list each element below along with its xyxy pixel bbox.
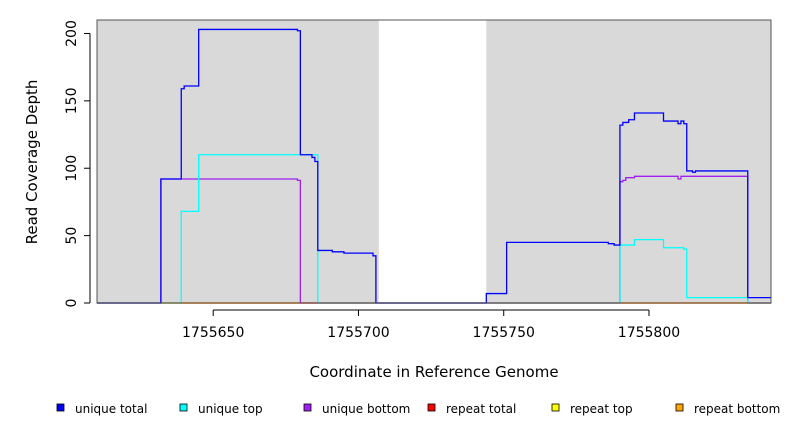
x-tick-label: 1755700 (327, 325, 389, 341)
series-line-unique-total (97, 28, 771, 304)
legend-swatch-unique-bottom (303, 403, 312, 412)
legend-swatch-repeat-total (427, 403, 436, 412)
legend-label-repeat-total: repeat total (446, 402, 516, 416)
legend-label-unique-top: unique top (198, 402, 263, 416)
plot-background (97, 20, 771, 303)
legend-label-repeat-top: repeat top (570, 402, 633, 416)
series-line-unique-top (97, 154, 771, 304)
y-tick-label: 150 (64, 87, 80, 114)
y-tick-label: 0 (64, 299, 80, 308)
plot-frame (96, 19, 772, 304)
series-line-unique-bottom (97, 175, 771, 304)
x-tick-label: 1755650 (182, 325, 244, 341)
x-tick-label: 1755750 (473, 325, 535, 341)
legend: unique total unique top unique bottom repea… (56, 402, 780, 416)
x-tick-label: 1755800 (618, 325, 680, 341)
legend-swatch-unique-top (179, 403, 188, 412)
y-axis: 0 50 100 150 200 (64, 20, 91, 308)
x-axis: 1755650 1755700 1755750 1755800 (182, 309, 680, 341)
legend-label-unique-total: unique total (75, 402, 147, 416)
legend-swatch-unique-total (56, 403, 65, 412)
x-axis-title: Coordinate in Reference Genome (309, 363, 558, 381)
y-tick-label: 50 (64, 227, 80, 245)
gap-region-0 (378, 20, 487, 303)
legend-label-repeat-bottom: repeat bottom (694, 402, 780, 416)
legend-swatch-repeat-bottom (675, 403, 684, 412)
legend-swatch-repeat-top (551, 403, 560, 412)
y-tick-label: 100 (64, 155, 80, 182)
y-tick-label: 200 (64, 20, 80, 47)
legend-label-unique-bottom: unique bottom (322, 402, 410, 416)
y-axis-title: Read Coverage Depth (23, 80, 41, 245)
